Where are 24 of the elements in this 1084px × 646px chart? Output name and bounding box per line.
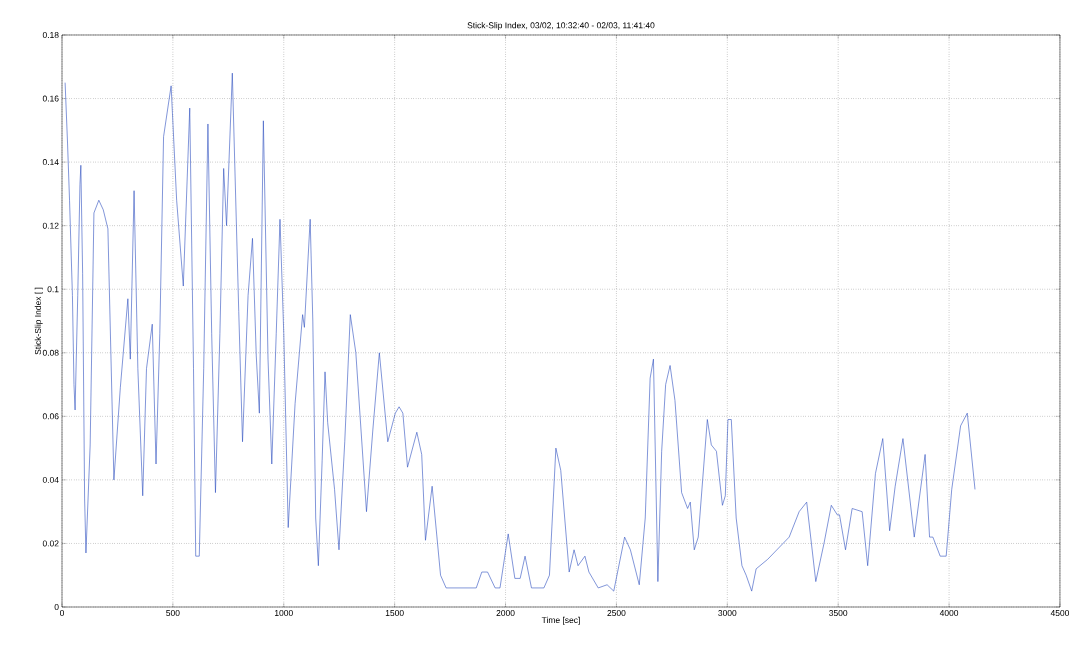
x-tick-label: 2000 bbox=[496, 610, 515, 617]
y-tick-label: 0.06 bbox=[42, 413, 59, 420]
y-tick-label: 0.14 bbox=[42, 159, 59, 166]
y-tick-label: 0 bbox=[54, 604, 59, 610]
x-tick-label: 500 bbox=[166, 610, 180, 617]
y-tick-label: 0.04 bbox=[42, 476, 59, 483]
x-tick-label: 4000 bbox=[939, 610, 959, 617]
x-tick-label: 1000 bbox=[274, 610, 293, 617]
y-tick-label: 0.08 bbox=[42, 349, 59, 356]
y-tick-label: 0.1 bbox=[47, 286, 59, 293]
y-tick-label: 0.02 bbox=[42, 540, 59, 547]
x-tick-label: 3500 bbox=[829, 610, 848, 617]
x-tick-label: 0 bbox=[59, 610, 65, 617]
chart-title: Stick-Slip Index, 03/02, 10:32:40 - 02/03, 11:41:40 bbox=[467, 22, 655, 30]
y-tick-label: 0.12 bbox=[42, 222, 59, 229]
x-axis-title: Time [sec] bbox=[541, 616, 580, 625]
x-tick-label: 3000 bbox=[718, 610, 737, 617]
y-axis-title: Stick-Slip Index [ ] bbox=[34, 287, 43, 355]
y-tick-label: 0.18 bbox=[42, 32, 59, 38]
x-tick-label: 1500 bbox=[385, 610, 404, 617]
line-series bbox=[64, 72, 976, 592]
x-tick-label: 2500 bbox=[607, 610, 626, 617]
x-tick-label: 4500 bbox=[1050, 610, 1070, 617]
y-tick-label: 0.16 bbox=[42, 95, 59, 102]
